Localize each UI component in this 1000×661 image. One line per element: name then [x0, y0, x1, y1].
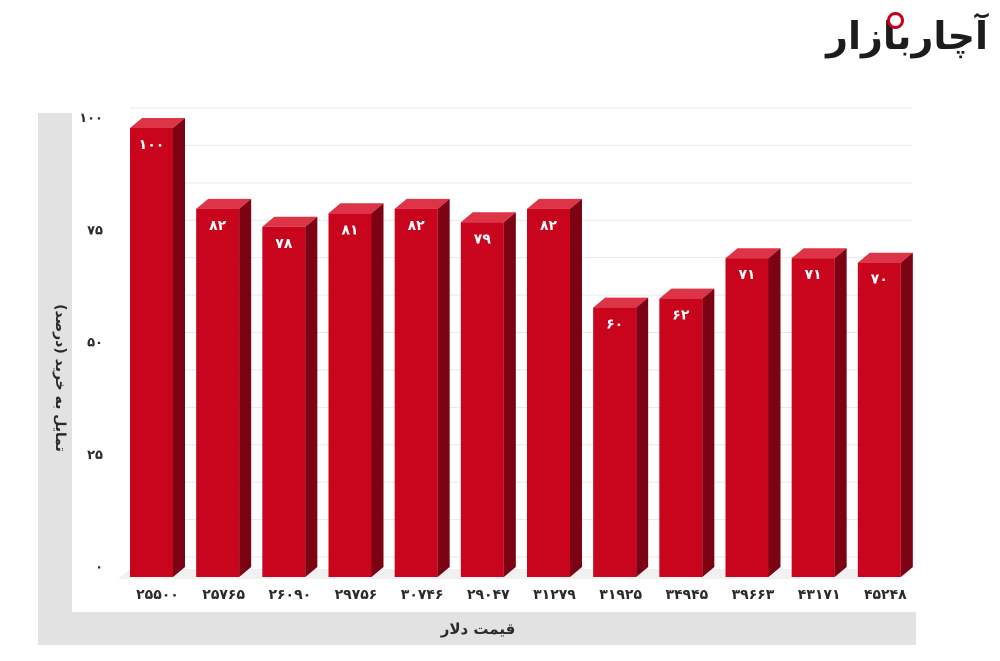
bar: ۷۱ — [791, 248, 847, 577]
brand-logo: آچاربازار — [826, 14, 989, 58]
bar-front — [130, 128, 173, 577]
bars: ۱۰۰ ۸۲ ۷۸ ۸۱ ۸۲ ۷۹ ۸۲ ۶۰ ۶۲ ۷۱ ۷۱ ۷۰ — [130, 118, 913, 578]
y-axis-title: تمایل به خرید (درصد) — [52, 304, 68, 452]
bar: ۷۸ — [262, 216, 318, 577]
x-tick-label: ۲۵۵۰۰ — [136, 587, 179, 603]
x-tick-label: ۴۳۱۷۱ — [798, 587, 841, 603]
bar-top — [328, 203, 384, 214]
bar-front — [394, 208, 438, 577]
y-tick-label: ۱۰۰ — [79, 111, 103, 126]
bar-top — [593, 297, 649, 308]
x-axis-panel — [38, 612, 916, 645]
x-tick-label: ۲۹۷۵۶ — [335, 587, 378, 603]
bar-side — [768, 248, 781, 577]
chart-floor — [118, 569, 912, 579]
bar-top — [527, 198, 582, 209]
bar: ۶۰ — [593, 297, 649, 577]
bar-front — [196, 208, 240, 577]
x-tick-label: ۲۵۷۶۵ — [202, 587, 245, 603]
bar-side — [437, 198, 450, 577]
bar-value-label: ۱۰۰ — [139, 137, 165, 153]
bar-value-label: ۸۲ — [540, 218, 558, 234]
x-tick-labels: ۲۵۵۰۰ ۲۵۷۶۵ ۲۶۰۹۰ ۲۹۷۵۶ ۳۰۷۴۶ ۲۹۰۴۷ ۳۱۲۷۹ ۳۱۹۲۵… — [136, 587, 907, 603]
y-tick-label: ۷۵ — [87, 223, 103, 238]
x-tick-label: ۳۱۲۷۹ — [533, 587, 576, 603]
bar-top — [130, 118, 185, 128]
bar-top — [791, 248, 847, 259]
bar: ۸۲ — [394, 198, 450, 577]
bar: ۸۱ — [328, 203, 384, 577]
logo-mark-icon — [887, 12, 904, 29]
x-tick-label: ۳۴۹۴۵ — [665, 587, 708, 603]
bar-side — [834, 248, 847, 577]
y-tick-label: ۲۵ — [87, 448, 103, 463]
x-tick-label: ۴۵۲۴۸ — [864, 587, 907, 603]
x-axis-title: قیمت دلار — [440, 620, 516, 638]
bar-side — [702, 288, 715, 577]
bar-value-label: ۷۹ — [474, 231, 492, 247]
bar-side — [371, 203, 384, 577]
bar-top — [857, 252, 913, 263]
bar-value-label: ۸۲ — [408, 218, 426, 234]
bar-side — [570, 198, 582, 577]
bar-side — [173, 118, 185, 577]
x-tick-label: ۳۹۶۶۳ — [732, 587, 775, 603]
bar: ۸۲ — [196, 198, 252, 577]
bar-side — [636, 297, 649, 577]
x-tick-label: ۳۰۷۴۶ — [401, 587, 444, 603]
bar-front — [725, 258, 769, 577]
bar-value-label: ۷۱ — [805, 267, 822, 283]
x-tick-label: ۲۹۰۴۷ — [467, 587, 510, 603]
bar: ۷۱ — [725, 248, 781, 577]
bar-value-label: ۸۲ — [209, 218, 227, 234]
bar-front — [791, 258, 835, 577]
bar-front — [593, 307, 637, 577]
bar-front — [857, 262, 901, 577]
bar-top — [394, 198, 450, 209]
bar-side — [900, 252, 913, 577]
bar-top — [460, 212, 516, 223]
bar-side — [503, 212, 516, 578]
y-tick-label: ۰ — [95, 560, 103, 575]
x-tick-label: ۳۱۹۲۵ — [599, 587, 642, 603]
bar-value-label: ۸۱ — [341, 222, 358, 238]
grid-lines — [130, 107, 912, 558]
bar-value-label: ۷۱ — [738, 267, 755, 283]
bar-front — [328, 213, 372, 577]
bar: ۷۰ — [857, 252, 913, 577]
brand-logo-text: آچاربازار — [826, 14, 989, 58]
bar-value-label: ۶۰ — [606, 317, 623, 333]
bar: ۱۰۰ — [130, 118, 185, 577]
bar-front — [527, 208, 570, 577]
bar-top — [262, 216, 318, 227]
bar-top — [725, 248, 781, 259]
bar-side — [239, 198, 252, 577]
bar-top — [196, 198, 252, 209]
bar-front — [659, 298, 703, 577]
bar-value-label: ۷۸ — [275, 236, 293, 252]
bar-front — [262, 226, 306, 577]
y-tick-label: ۵۰ — [87, 336, 103, 351]
bar-value-label: ۷۰ — [871, 272, 888, 288]
x-tick-label: ۲۶۰۹۰ — [268, 587, 311, 603]
bar: ۶۲ — [659, 288, 715, 577]
bar-top — [659, 288, 715, 299]
bar-front — [460, 222, 504, 578]
y-tick-labels: ۰ ۲۵ ۵۰ ۷۵ ۱۰۰ — [79, 111, 103, 575]
bar-side — [305, 216, 318, 577]
bar-value-label: ۶۲ — [672, 308, 690, 324]
bar: ۸۲ — [527, 198, 582, 577]
bar: ۷۹ — [460, 212, 516, 578]
